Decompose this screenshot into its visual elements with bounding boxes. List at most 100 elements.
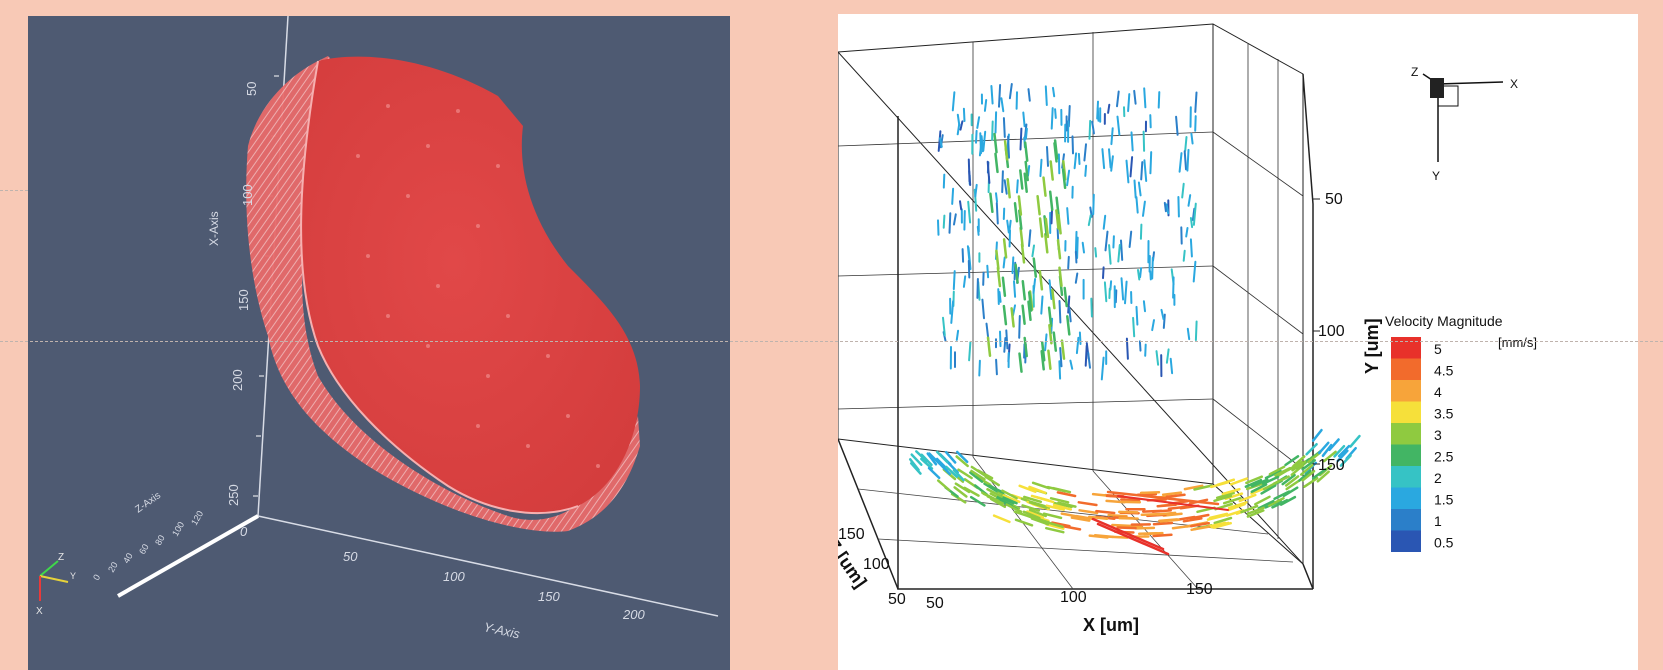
velocity-arrow	[1182, 249, 1186, 262]
x-tick-label: 100	[240, 184, 255, 206]
velocity-arrow	[994, 152, 999, 174]
velocity-arrow	[1285, 479, 1301, 491]
velocity-arrow	[962, 107, 966, 122]
velocity-arrow	[1167, 505, 1188, 510]
velocity-arrow	[1058, 360, 1062, 380]
velocity-quiver-plot[interactable]: 50 100 150 Y [um] 50 100 150 X [um] 150 …	[838, 14, 1638, 670]
velocity-arrow	[1001, 276, 1007, 297]
velocity-arrow	[1262, 480, 1280, 491]
velocity-arrow	[1058, 300, 1062, 324]
velocity-arrow	[1024, 127, 1028, 140]
velocity-arrow	[1002, 256, 1006, 269]
velocity-arrow	[1190, 521, 1210, 528]
velocity-arrow	[1101, 148, 1106, 170]
velocity-arrow	[978, 359, 981, 377]
velocity-arrow	[1108, 244, 1112, 265]
velocity-arrow	[1191, 207, 1196, 221]
velocity-arrow	[1117, 495, 1229, 511]
svg-text:X: X	[36, 606, 43, 617]
velocity-arrow	[1059, 347, 1063, 368]
legend-level-label: 4	[1434, 384, 1442, 400]
velocity-arrow	[1244, 478, 1263, 488]
velocity-arrow	[1003, 140, 1009, 161]
velocity-arrow	[1298, 469, 1312, 482]
velocity-arrow	[1110, 155, 1114, 172]
velocity-arrow	[1110, 127, 1114, 146]
velocity-arrow	[976, 225, 980, 236]
velocity-arrow	[1246, 509, 1265, 518]
surface-render-view[interactable]: X-Axis 50 100 150 200 250 0 50 100 150 2…	[28, 16, 730, 670]
velocity-arrow	[996, 266, 1002, 288]
velocity-arrow	[1321, 443, 1333, 458]
velocity-arrow	[1137, 531, 1159, 536]
velocity-arrow	[1159, 518, 1180, 523]
shape-side-wall	[246, 56, 640, 532]
svg-text:Z: Z	[58, 552, 64, 563]
velocity-arrow	[1011, 256, 1015, 275]
velocity-arrow	[1047, 349, 1052, 370]
velocity-arrow	[1005, 329, 1009, 350]
velocity-arrow	[955, 455, 969, 468]
y-tick-label: 100	[443, 569, 465, 584]
velocity-arrow	[1208, 512, 1229, 520]
velocity-arrow	[998, 291, 1002, 303]
velocity-arrow	[1128, 230, 1133, 248]
velocity-arrow	[1260, 484, 1277, 495]
velocity-arrow	[1091, 517, 1165, 551]
velocity-arrow	[1271, 498, 1289, 509]
legend-unit: [mm/s]	[1498, 335, 1537, 350]
legend-level-label: 1.5	[1434, 492, 1454, 508]
velocity-arrow	[1063, 286, 1068, 308]
legend-level-label: 2.5	[1434, 449, 1454, 465]
velocity-arrow	[952, 270, 956, 291]
velocity-arrow	[1149, 151, 1153, 175]
velocity-arrow	[1114, 289, 1118, 304]
velocity-arrow	[1006, 178, 1011, 199]
velocity-arrow	[1019, 226, 1024, 248]
velocity-arrow	[1001, 170, 1004, 194]
legend-swatch	[1391, 509, 1421, 531]
velocity-arrow	[1301, 469, 1316, 482]
velocity-arrow	[1102, 266, 1105, 280]
velocity-arrow	[1002, 238, 1008, 259]
velocity-arrow	[1311, 428, 1323, 442]
velocity-arrow	[1183, 150, 1187, 171]
velocity-arrow	[1157, 91, 1161, 109]
velocity-arrow	[1268, 465, 1286, 476]
velocity-arrow	[938, 462, 952, 476]
velocity-arrow	[1066, 169, 1071, 187]
velocity-arrow	[987, 484, 1005, 494]
velocity-arrow	[1048, 279, 1053, 300]
velocity-arrow	[959, 120, 964, 131]
velocity-arrow	[956, 113, 961, 127]
x-tick-label: 50	[244, 82, 259, 96]
velocity-arrow	[1028, 229, 1032, 247]
z-axis-title: Z-Axis	[133, 490, 163, 515]
velocity-arrow	[1229, 477, 1249, 486]
velocity-arrow	[1073, 152, 1078, 170]
velocity-arrow	[1045, 526, 1065, 534]
velocity-arrow	[1192, 260, 1197, 283]
y-axis-line	[257, 515, 719, 617]
velocity-arrow	[1013, 202, 1019, 223]
velocity-arrow	[1028, 501, 1048, 509]
velocity-arrow	[1333, 444, 1346, 458]
velocity-arrow	[1187, 194, 1192, 207]
velocity-arrow	[1090, 297, 1093, 318]
velocity-arrow	[1149, 270, 1152, 281]
velocity-arrow	[1031, 244, 1035, 258]
velocity-arrow	[1181, 182, 1185, 199]
velocity-arrow	[1189, 513, 1210, 520]
legend-level-label: 0.5	[1434, 535, 1454, 551]
velocity-arrow	[1075, 336, 1080, 355]
velocity-arrow	[981, 298, 985, 320]
velocity-arrow	[1030, 494, 1050, 502]
velocity-arrow	[1165, 203, 1170, 215]
velocity-arrow	[1186, 148, 1190, 172]
velocity-arrow	[1162, 313, 1166, 329]
velocity-arrow	[979, 132, 982, 155]
velocity-arrow	[1007, 135, 1010, 159]
velocity-arrow	[984, 475, 1000, 487]
velocity-arrow	[986, 336, 992, 357]
velocity-arrow	[1291, 460, 1307, 472]
